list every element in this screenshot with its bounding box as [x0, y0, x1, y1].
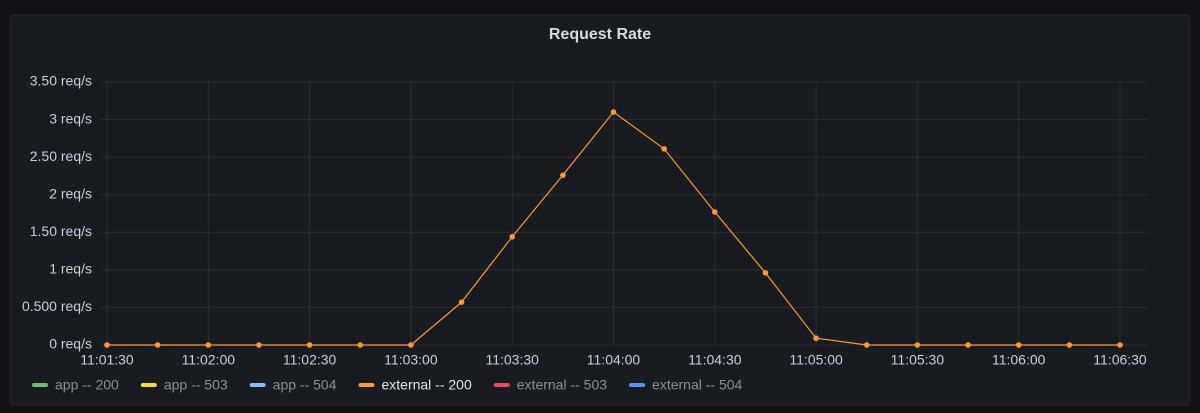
- data-point: [408, 342, 414, 348]
- legend-item[interactable]: app -- 504: [273, 377, 337, 393]
- data-point: [1066, 342, 1073, 348]
- data-point: [104, 342, 110, 348]
- x-tick-label: 11:05:30: [891, 352, 945, 368]
- data-point: [914, 342, 921, 348]
- data-point: [813, 335, 819, 342]
- y-tick-label: 2.50 req/s: [30, 148, 92, 164]
- x-tick-label: 11:06:30: [1093, 352, 1147, 368]
- data-point: [306, 342, 313, 348]
- legend-item[interactable]: external -- 503: [517, 377, 607, 393]
- x-tick-label: 11:04:30: [688, 352, 742, 368]
- x-tick-label: 11:06:00: [992, 352, 1046, 368]
- data-point: [1015, 342, 1022, 348]
- chart-title: Request Rate: [549, 26, 651, 43]
- data-point: [560, 172, 566, 178]
- panel: [9, 14, 1191, 406]
- legend-swatch: [32, 383, 48, 387]
- x-tick-label: 11:03:00: [384, 352, 438, 368]
- y-tick-label: 2 req/s: [49, 185, 92, 201]
- x-tick-label: 11:01:30: [80, 352, 134, 368]
- data-point: [762, 270, 769, 276]
- data-point: [205, 342, 212, 348]
- data-point: [712, 209, 718, 215]
- legend-item[interactable]: app -- 503: [164, 377, 228, 393]
- data-point: [610, 109, 617, 115]
- y-tick-label: 0.500 req/s: [22, 298, 92, 314]
- y-tick-label: 3.50 req/s: [30, 73, 92, 89]
- legend-swatch: [493, 383, 510, 387]
- data-point: [509, 233, 515, 240]
- legend-item[interactable]: external -- 200: [381, 377, 471, 393]
- data-point: [661, 146, 667, 152]
- y-tick-label: 1 req/s: [49, 261, 92, 277]
- x-tick-label: 11:03:30: [485, 352, 539, 368]
- y-tick-label: 0 req/s: [49, 336, 92, 352]
- legend-item[interactable]: external -- 504: [652, 377, 742, 393]
- x-tick-label: 11:02:00: [182, 352, 236, 368]
- x-tick-label: 11:02:30: [283, 352, 337, 368]
- y-tick-label: 1.50 req/s: [30, 223, 92, 239]
- legend-swatch: [249, 383, 266, 387]
- legend-swatch: [358, 383, 375, 387]
- data-point: [965, 342, 971, 348]
- x-tick-label: 11:04:00: [587, 352, 641, 368]
- x-tick-label: 11:05:00: [789, 352, 843, 368]
- data-point: [256, 342, 262, 348]
- data-point: [458, 299, 465, 305]
- legend-item[interactable]: app -- 200: [55, 377, 119, 393]
- y-tick-label: 3 req/s: [49, 110, 92, 126]
- data-point: [154, 342, 161, 348]
- data-point: [1117, 342, 1123, 348]
- legend-swatch: [140, 383, 157, 387]
- legend-swatch: [629, 383, 646, 387]
- data-point: [357, 342, 364, 348]
- data-point: [863, 342, 870, 348]
